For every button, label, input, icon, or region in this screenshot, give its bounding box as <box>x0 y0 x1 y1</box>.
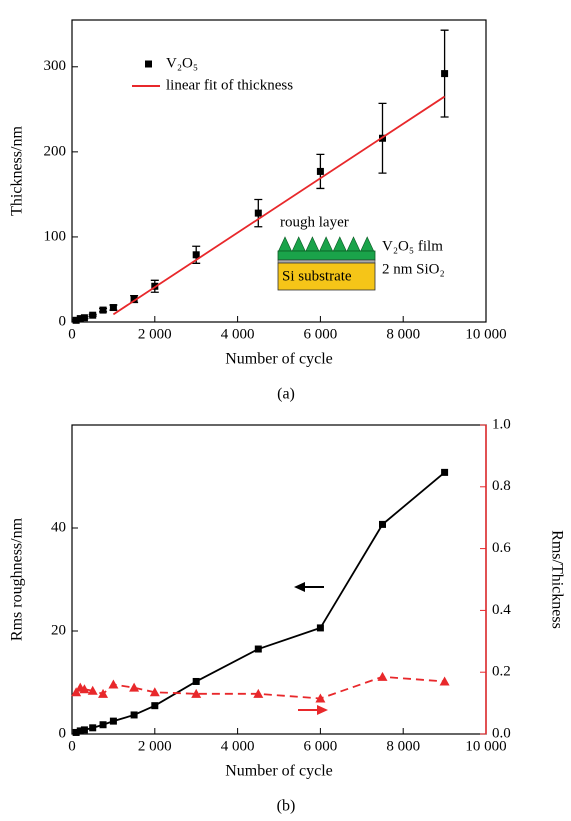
substrate <box>277 262 376 291</box>
x-tick-label: 2 000 <box>138 326 172 342</box>
x-tick-label: 0 <box>68 326 76 342</box>
x-tick-label: 0 <box>68 738 76 754</box>
marker <box>89 724 97 732</box>
marker <box>98 688 109 698</box>
film-layer <box>277 250 376 261</box>
y-tick-label: 0 <box>59 313 67 329</box>
marker <box>80 726 88 734</box>
arrow-left <box>294 582 324 592</box>
x-tick-label: 4 000 <box>221 326 255 342</box>
rough-layer <box>319 236 334 252</box>
marker <box>192 251 200 259</box>
y2-tick-label: 0.4 <box>492 602 511 618</box>
x-axis-label: Number of cycle <box>225 763 333 780</box>
marker <box>130 711 138 719</box>
rough-layer <box>332 236 347 252</box>
marker <box>254 645 262 653</box>
marker <box>87 685 98 695</box>
marker <box>72 316 80 324</box>
marker <box>89 311 97 319</box>
marker <box>72 728 80 736</box>
marker <box>99 721 107 729</box>
y2-tick-label: 0.6 <box>492 540 511 556</box>
annotation: Si substrate <box>282 268 352 284</box>
marker <box>80 314 88 322</box>
rough-layer <box>278 236 292 252</box>
marker <box>316 624 324 632</box>
y-tick-label: 0 <box>59 725 67 741</box>
rough-layer <box>291 236 306 252</box>
marker <box>441 468 449 476</box>
x-tick-label: 8 000 <box>386 738 420 754</box>
x-axis-label: Number of cycle <box>225 351 333 368</box>
arrow-right <box>298 705 328 715</box>
annotation: V₂O₅ film <box>382 238 443 254</box>
legend-label: V₂O₅ <box>166 55 198 71</box>
marker <box>129 682 140 692</box>
marker <box>253 688 264 698</box>
caption: (a) <box>277 386 295 403</box>
marker <box>379 520 386 528</box>
y-axis-label: Thickness/nm <box>9 126 26 216</box>
marker <box>76 727 84 735</box>
marker <box>192 677 200 685</box>
marker <box>149 687 160 697</box>
marker <box>254 209 262 217</box>
y-tick-label: 200 <box>44 143 67 159</box>
x-tick-label: 10 000 <box>465 738 506 754</box>
marker <box>79 684 90 694</box>
oxide-layer <box>277 259 376 264</box>
plot-frame <box>71 19 487 323</box>
legend-label: linear fit of thickness <box>166 77 293 93</box>
annotation: 2 nm SiO₂ <box>382 261 445 277</box>
y2-tick-label: 0.2 <box>492 664 511 680</box>
x-tick-label: 10 000 <box>465 326 506 342</box>
marker <box>191 688 202 698</box>
x-tick-label: 6 000 <box>304 326 338 342</box>
x-tick-label: 2 000 <box>138 738 172 754</box>
y-tick-label: 300 <box>44 58 67 74</box>
marker <box>439 676 450 686</box>
y-tick-label: 40 <box>51 519 66 535</box>
marker <box>99 306 107 314</box>
series-line <box>112 95 446 316</box>
marker <box>76 315 84 323</box>
y2-tick-label: 1.0 <box>492 416 511 432</box>
y2-tick-label: 0.0 <box>492 725 511 741</box>
y2-axis-label: Rms/Thickness <box>548 530 565 629</box>
x-tick-label: 6 000 <box>304 738 338 754</box>
marker <box>151 702 159 710</box>
marker <box>316 167 324 175</box>
y-tick-label: 100 <box>44 228 67 244</box>
rough-layer <box>305 236 320 252</box>
rough-layer <box>360 236 375 252</box>
annotation: rough layer <box>280 214 349 230</box>
y-tick-label: 20 <box>51 622 66 638</box>
marker <box>71 687 82 697</box>
marker <box>108 679 119 689</box>
x-tick-label: 8 000 <box>386 326 420 342</box>
marker <box>109 717 117 725</box>
marker <box>441 70 449 78</box>
rough-layer <box>346 236 361 252</box>
y-axis-label: Rms roughness/nm <box>9 517 26 641</box>
x-tick-label: 4 000 <box>221 738 255 754</box>
marker <box>315 693 326 703</box>
y2-tick-label: 0.8 <box>492 478 511 494</box>
legend-swatch <box>145 60 152 68</box>
marker <box>130 295 138 303</box>
marker <box>109 304 117 312</box>
marker <box>377 671 388 681</box>
caption: (b) <box>277 798 296 815</box>
